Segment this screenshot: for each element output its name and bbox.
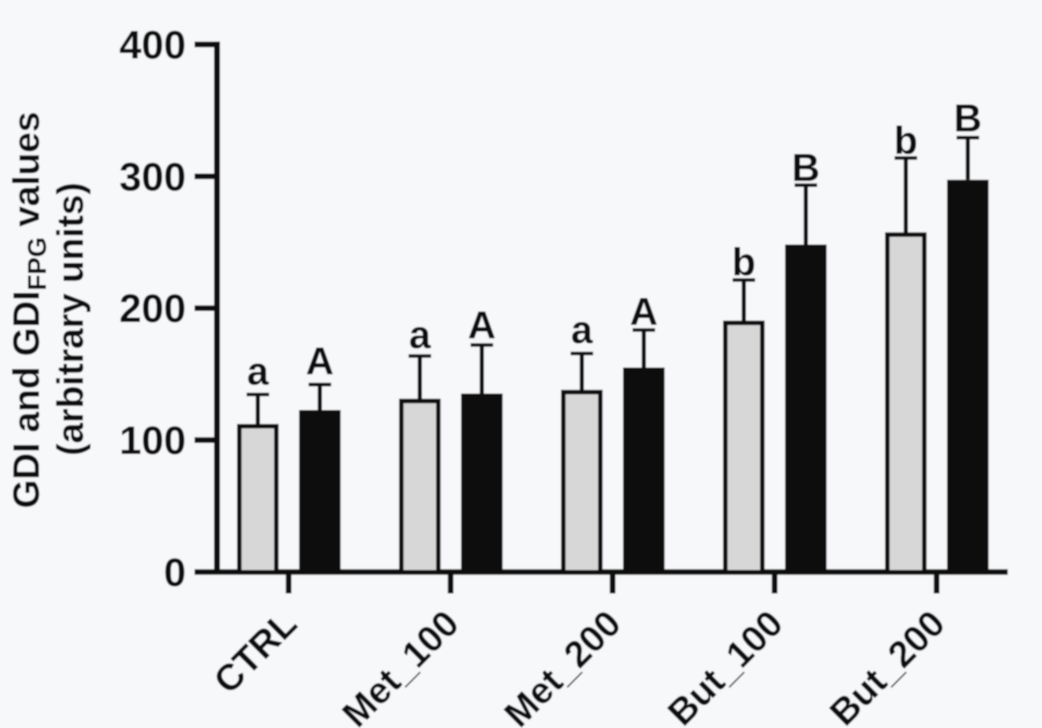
svg-text:A: A (468, 305, 496, 348)
svg-text:A: A (630, 291, 658, 334)
svg-text:400: 400 (119, 23, 186, 67)
svg-text:GDI and GDIFPG values: GDI and GDIFPG values (6, 112, 52, 509)
svg-text:a: a (571, 309, 593, 352)
svg-text:b: b (894, 120, 918, 163)
svg-text:a: a (247, 351, 269, 394)
svg-text:(arbitrary units): (arbitrary units) (50, 182, 91, 455)
svg-text:200: 200 (119, 287, 186, 331)
svg-text:300: 300 (119, 155, 186, 199)
svg-text:0: 0 (164, 551, 186, 595)
svg-text:B: B (792, 147, 820, 190)
svg-text:a: a (409, 314, 431, 357)
svg-text:B: B (954, 98, 982, 141)
svg-text:A: A (306, 341, 334, 384)
svg-text:100: 100 (119, 419, 186, 463)
svg-text:b: b (732, 242, 756, 285)
